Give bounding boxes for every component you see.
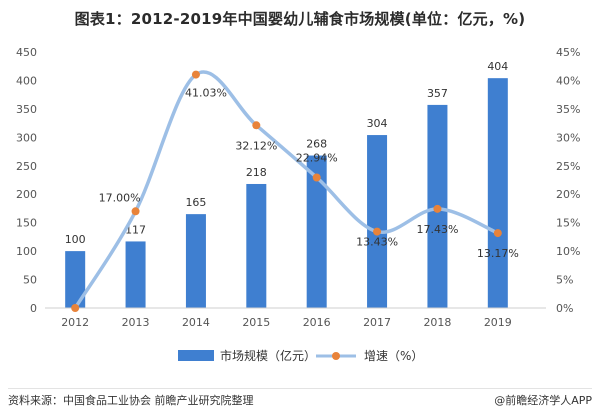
right-tick-label: 40%	[556, 74, 580, 87]
x-tick-label: 2018	[423, 316, 451, 329]
growth-value-label: 32.12%	[235, 139, 277, 152]
left-tick-label: 250	[16, 160, 37, 173]
right-tick-label: 0%	[556, 302, 573, 315]
footer: 资料来源：中国食品工业协会 前瞻产业研究院整理 @前瞻经济学人APP	[8, 392, 592, 412]
bar-2017	[367, 135, 388, 308]
right-tick-label: 45%	[556, 46, 580, 59]
right-tick-label: 15%	[556, 217, 580, 230]
left-tick-label: 150	[16, 217, 37, 230]
growth-value-label: 17.00%	[99, 191, 141, 204]
growth-value-label: 17.43%	[416, 223, 458, 236]
x-tick-label: 2013	[122, 316, 150, 329]
bar-value-label: 165	[185, 196, 206, 209]
right-tick-label: 35%	[556, 103, 580, 116]
line-series: 17.00% 41.03% 32.12% 22.94% 13.43% 17.43% 13.1…	[71, 70, 519, 312]
growth-value-label: 41.03%	[185, 87, 227, 100]
growth-marker-2014	[191, 70, 200, 79]
bar-2016	[306, 155, 327, 308]
x-tick-label: 2019	[484, 316, 512, 329]
bar-value-label: 117	[125, 223, 146, 236]
x-tick-label: 2014	[182, 316, 210, 329]
growth-value-label: 13.43%	[356, 236, 398, 249]
left-tick-label: 100	[16, 245, 37, 258]
x-tick-label: 2012	[61, 316, 89, 329]
bar-2013	[125, 241, 146, 308]
bar-value-label: 268	[306, 138, 327, 151]
brand-tag: @前瞻经济学人APP	[494, 394, 592, 407]
legend-line-label: 增速（%）	[364, 349, 423, 363]
left-tick-label: 450	[16, 46, 37, 59]
left-tick-label: 400	[16, 74, 37, 87]
left-tick-label: 200	[16, 188, 37, 201]
growth-marker-2013	[131, 207, 140, 216]
bar-2014	[185, 214, 206, 308]
left-axis: 0 50 100 150 200 250 300 350 400 450	[16, 46, 37, 315]
right-tick-label: 25%	[556, 160, 580, 173]
growth-value-label: 13.17%	[477, 247, 519, 260]
x-tick-label: 2015	[242, 316, 270, 329]
x-tick-label: 2017	[363, 316, 391, 329]
left-tick-label: 350	[16, 103, 37, 116]
chart-title: 图表1：2012-2019年中国婴幼儿辅食市场规模(单位：亿元，%)	[74, 10, 526, 28]
right-tick-label: 20%	[556, 188, 580, 201]
bar-2012	[65, 251, 86, 308]
growth-marker-2012	[71, 304, 80, 312]
left-tick-label: 50	[23, 274, 37, 287]
x-tick-label: 2016	[303, 316, 331, 329]
bar-value-label: 100	[65, 233, 86, 246]
legend: 市场规模（亿元） 增速（%）	[178, 348, 423, 363]
growth-marker-2016	[312, 173, 321, 182]
source-note: 资料来源：中国食品工业协会 前瞻产业研究院整理	[8, 394, 254, 407]
bar-value-label: 357	[427, 87, 448, 100]
growth-marker-2015	[252, 121, 261, 130]
left-tick-label: 0	[30, 302, 37, 315]
bar-value-label: 304	[367, 117, 388, 130]
right-tick-label: 30%	[556, 131, 580, 144]
right-tick-label: 5%	[556, 274, 573, 287]
growth-marker-2018	[433, 204, 442, 213]
bar-value-label: 404	[487, 60, 508, 73]
bar-2015	[246, 183, 267, 308]
bar-series: 100 117 165 218 268 304 357 404	[65, 60, 508, 309]
right-axis: 0% 5% 10% 15% 20% 25% 30% 35% 40% 45%	[556, 46, 580, 315]
growth-marker-2019	[493, 229, 502, 238]
bar-value-label: 218	[246, 166, 267, 179]
growth-marker-2017	[373, 227, 382, 236]
growth-value-label: 22.94%	[296, 151, 338, 164]
legend-line-marker	[332, 352, 340, 360]
x-axis: 2012 2013 2014 2015 2016 2017 2018 2019	[45, 307, 546, 329]
legend-bar-label: 市场规模（亿元）	[220, 348, 316, 363]
bar-2019	[487, 78, 508, 309]
legend-bar-swatch	[178, 350, 214, 361]
footer-divider	[8, 388, 592, 389]
combo-chart: 0 50 100 150 200 250 300 350 400 450 0% 5% 10% 15% 20…	[16, 46, 580, 363]
left-tick-label: 300	[16, 131, 37, 144]
right-tick-label: 10%	[556, 245, 580, 258]
